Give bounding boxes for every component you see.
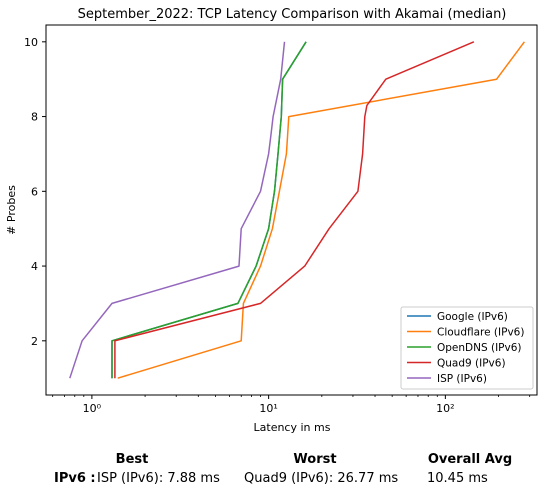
series-line-0: [111, 41, 307, 379]
best-header: Best: [115, 452, 149, 467]
legend-label: Cloudflare (IPv6): [437, 327, 524, 339]
y-tick-label: 2: [31, 335, 38, 348]
x-tick-label: 10¹: [259, 402, 277, 415]
y-tick-label: 8: [31, 111, 38, 124]
y-tick-label: 6: [31, 185, 38, 198]
x-axis-label: Latency in ms: [254, 421, 331, 434]
worst-header: Worst: [293, 452, 337, 467]
worst-value: Quad9 (IPv6): 26.77 ms: [244, 471, 399, 486]
y-axis-label: # Probes: [5, 185, 18, 235]
legend-label: Google (IPv6): [437, 311, 508, 323]
series-line-2: [111, 41, 307, 379]
legend-label: ISP (IPv6): [437, 373, 487, 385]
chart-legend: Google (IPv6) Cloudflare (IPv6) OpenDNS (I…: [400, 306, 534, 390]
x-tick-label: 10²: [436, 402, 454, 415]
y-tick-label: 4: [31, 260, 38, 273]
best-value: ISP (IPv6): 7.88 ms: [97, 471, 220, 486]
legend-label: Quad9 (IPv6): [437, 358, 506, 370]
x-tick-label: 10⁰: [83, 402, 102, 415]
legend-label: OpenDNS (IPv6): [437, 342, 522, 354]
ipv6-row-label: IPv6 :: [54, 471, 96, 486]
series-line-4: [69, 41, 286, 379]
latency-chart: September_2022: TCP Latency Comparison w…: [5, 7, 538, 434]
chart-title: September_2022: TCP Latency Comparison w…: [78, 7, 507, 22]
series-line-1: [117, 41, 526, 379]
series-line-3: [114, 41, 475, 379]
y-tick-label: 10: [24, 36, 38, 49]
latency-summary: Best Worst Overall Avg IPv6 : ISP (IPv6)…: [0, 446, 548, 494]
overall-avg-header: Overall Avg: [427, 452, 513, 467]
plot-frame: [45, 24, 538, 396]
legend-box: [400, 306, 534, 390]
overall-avg-value: 10.45 ms: [427, 471, 488, 486]
